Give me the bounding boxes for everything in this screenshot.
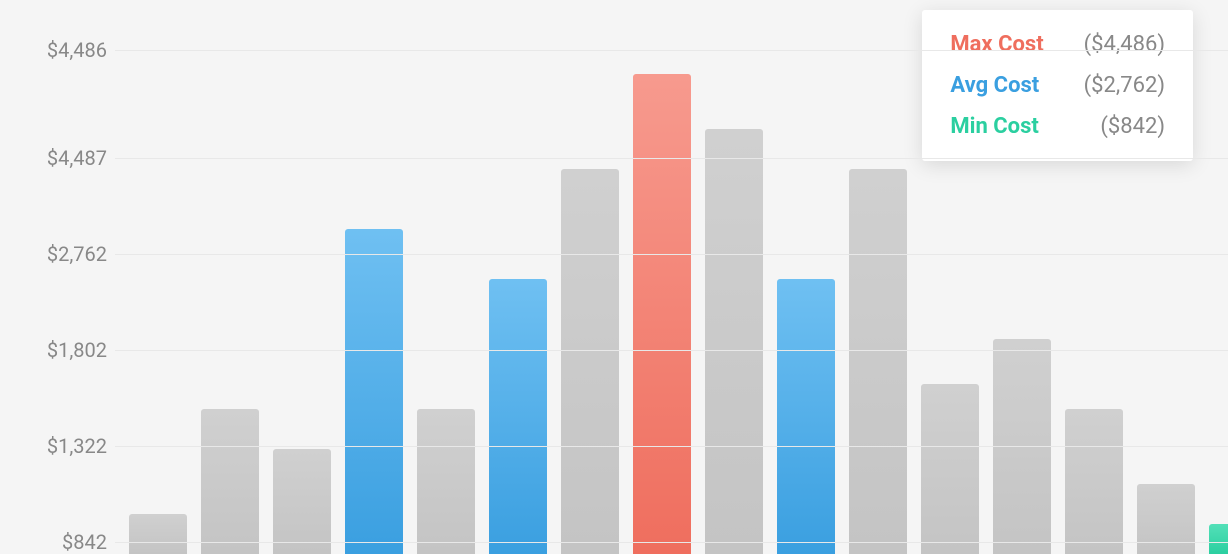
cost-bar-chart: $4,486 $4,487 $2,762 $1,802 $1,322 $842 Max C… xyxy=(0,0,1228,554)
bar[interactable] xyxy=(633,74,691,554)
legend-label: Avg Cost xyxy=(950,73,1039,98)
bar[interactable] xyxy=(1137,484,1195,554)
bar[interactable] xyxy=(129,514,187,554)
legend-label: Min Cost xyxy=(950,114,1038,139)
bar[interactable] xyxy=(201,409,259,554)
gridline xyxy=(115,446,1228,447)
legend-value: ($4,486) xyxy=(1084,32,1165,57)
y-axis-label: $842 xyxy=(62,530,107,554)
legend-row: Min Cost ($842) xyxy=(950,114,1165,139)
y-axis-label: $1,322 xyxy=(47,434,107,458)
bar[interactable] xyxy=(273,449,331,554)
gridline xyxy=(115,254,1228,255)
gridline xyxy=(115,350,1228,351)
gridline xyxy=(115,542,1228,543)
bar[interactable] xyxy=(705,129,763,554)
legend-label: Max Cost xyxy=(950,32,1043,57)
bar[interactable] xyxy=(1209,524,1228,554)
bar[interactable] xyxy=(489,279,547,554)
cost-legend-card: Max Cost ($4,486) Avg Cost ($2,762) Min Cost… xyxy=(922,10,1193,161)
y-axis: $4,486 $4,487 $2,762 $1,802 $1,322 $842 xyxy=(0,0,115,554)
y-axis-label: $2,762 xyxy=(47,242,107,266)
bar[interactable] xyxy=(849,169,907,554)
legend-value: ($2,762) xyxy=(1084,73,1165,98)
gridline xyxy=(115,50,1228,51)
y-axis-label: $4,486 xyxy=(47,38,107,62)
bar[interactable] xyxy=(561,169,619,554)
y-axis-label: $4,487 xyxy=(47,146,107,170)
legend-value: ($842) xyxy=(1100,114,1165,139)
bar[interactable] xyxy=(921,384,979,554)
bar[interactable] xyxy=(1065,409,1123,554)
bar[interactable] xyxy=(417,409,475,554)
legend-row: Max Cost ($4,486) xyxy=(950,32,1165,57)
legend-row: Avg Cost ($2,762) xyxy=(950,73,1165,98)
gridline xyxy=(115,158,1228,159)
y-axis-label: $1,802 xyxy=(47,338,107,362)
bar[interactable] xyxy=(777,279,835,554)
bar[interactable] xyxy=(345,229,403,554)
